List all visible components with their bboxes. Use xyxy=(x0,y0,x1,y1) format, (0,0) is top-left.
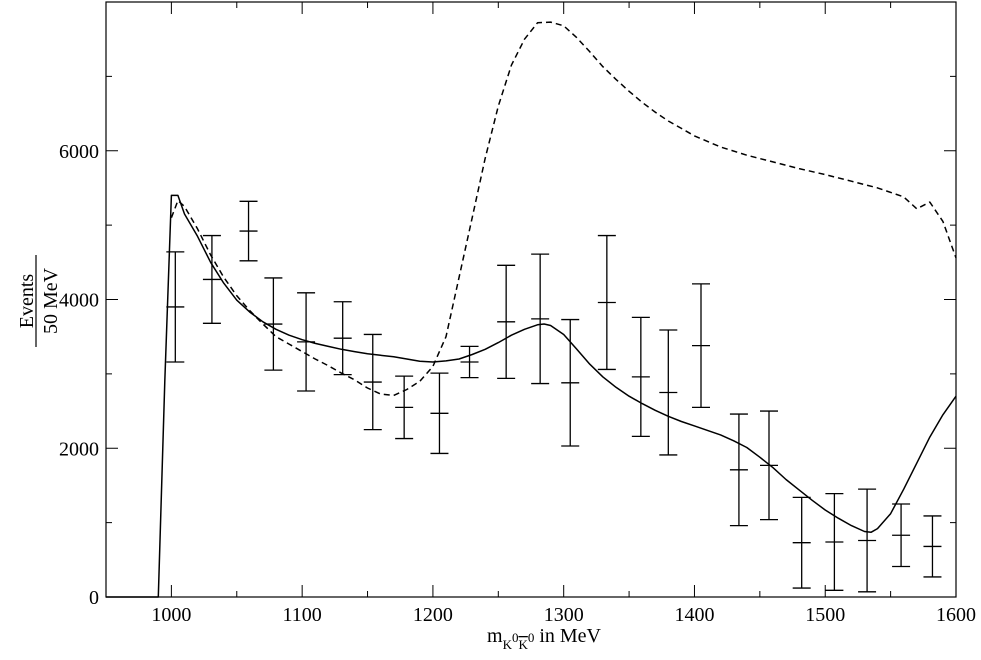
error-bar-point xyxy=(531,253,550,385)
x-tick-label: 1500 xyxy=(805,604,845,626)
error-bar-point xyxy=(460,345,479,379)
error-bar-point xyxy=(297,292,316,392)
plot-frame xyxy=(105,1,957,598)
error-bar-point xyxy=(729,413,748,527)
error-bar-point xyxy=(923,515,942,578)
y-axis-label: Events 50 MeV xyxy=(16,255,62,347)
y-tick-label: 4000 xyxy=(59,290,99,312)
error-bar-point xyxy=(792,496,811,589)
solid-curve xyxy=(106,194,957,598)
x-axis-label: mK0K0 in MeV xyxy=(487,625,602,652)
x-axis-label-sub-k: K xyxy=(503,637,513,652)
x-axis-label-sup-0b: 0 xyxy=(528,630,535,645)
error-bar-point xyxy=(631,316,650,438)
error-bar-point xyxy=(597,234,616,371)
y-axis-label-numerator: Events xyxy=(16,274,38,329)
y-tick-label: 0 xyxy=(89,587,99,609)
error-bar-point xyxy=(430,372,449,455)
dashed-curve xyxy=(170,21,957,397)
error-bar-point xyxy=(825,492,844,591)
x-tick-label: 1200 xyxy=(413,604,453,626)
x-tick-label: 1600 xyxy=(936,604,976,626)
error-bar-point xyxy=(892,503,911,568)
error-bar-point xyxy=(497,264,516,379)
axis-ticks xyxy=(105,1,957,598)
error-bar-point xyxy=(561,318,580,447)
x-axis-label-prefix: m xyxy=(487,625,503,647)
plot-area xyxy=(106,21,957,598)
x-tick-label: 1400 xyxy=(674,604,714,626)
x-tick-label: 1000 xyxy=(151,604,191,626)
error-bar-point xyxy=(363,333,382,431)
x-axis-label-suffix: in MeV xyxy=(534,625,601,647)
error-bar-point xyxy=(333,301,352,376)
error-bar-point xyxy=(858,488,877,593)
error-bar-point xyxy=(659,329,678,456)
error-bar-point xyxy=(264,277,283,371)
error-bar-point xyxy=(760,410,778,521)
y-tick-label: 2000 xyxy=(59,438,99,460)
y-axis-label-denominator: 50 MeV xyxy=(40,267,62,334)
x-axis-label-sup-0a: 0 xyxy=(512,630,519,645)
tick-labels: 1000 1100 1200 1300 1400 1500 1600 0 2000 4000 600… xyxy=(59,141,976,626)
error-bar-point xyxy=(692,283,710,408)
error-bar-point xyxy=(395,375,414,440)
x-axis-label-sub-kbar: K xyxy=(518,637,528,652)
y-tick-label: 6000 xyxy=(59,141,99,163)
svg-text:mK0K0 in MeV: mK0K0 in MeV xyxy=(487,625,602,652)
x-tick-label: 1100 xyxy=(283,604,322,626)
error-bar-point xyxy=(202,234,221,324)
error-bar-point xyxy=(239,200,258,262)
error-bar-point xyxy=(166,251,185,363)
x-tick-label: 1300 xyxy=(544,604,584,626)
